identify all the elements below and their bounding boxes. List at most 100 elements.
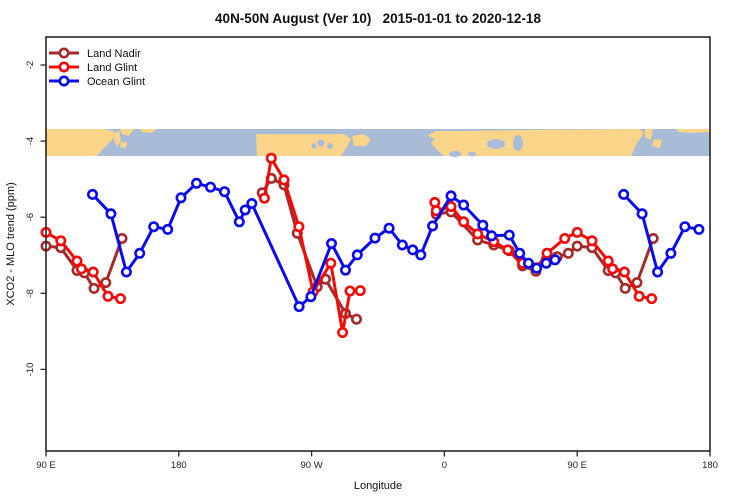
data-point [339, 264, 351, 276]
data-point [75, 263, 87, 275]
series-ocean-glint [87, 177, 705, 313]
data-point [278, 174, 290, 186]
x-tick-label: 0 [442, 460, 447, 471]
data-point [344, 285, 356, 297]
series-line [91, 181, 557, 309]
data-point [134, 247, 146, 259]
data-point [162, 223, 174, 235]
data-point [618, 266, 630, 278]
map-land-shapes [46, 129, 710, 156]
y-axis-label: XCO2 - MLO trend (ppm) [5, 182, 17, 305]
data-point [325, 257, 337, 269]
data-point [120, 266, 132, 278]
series-land-glint [40, 152, 658, 338]
data-point [293, 221, 305, 233]
data-point [445, 201, 457, 213]
data-point [477, 219, 489, 231]
data-point [652, 266, 664, 278]
data-point [88, 282, 100, 294]
data-point [427, 220, 439, 232]
x-tick-label: 90 E [567, 460, 587, 471]
data-point [562, 247, 574, 259]
data-point [407, 244, 419, 256]
data-point [87, 188, 99, 200]
data-point [337, 326, 349, 338]
legend: Land Nadir Land Glint Ocean Glint [49, 47, 145, 88]
data-point [415, 249, 427, 261]
series-line [622, 192, 701, 274]
data-point [458, 216, 470, 228]
legend-label: Land Nadir [87, 48, 141, 60]
data-point [646, 293, 658, 305]
data-point [246, 198, 258, 210]
data-point [458, 199, 470, 211]
legend-marker [58, 47, 70, 59]
y-tick-label: -2 [25, 61, 36, 69]
data-point [502, 244, 514, 256]
data-point [541, 247, 553, 259]
data-point [540, 257, 552, 269]
data-point [354, 285, 366, 297]
data-point [239, 204, 251, 216]
x-tick-label: 180 [171, 460, 187, 471]
data-point [559, 233, 571, 245]
data-point [175, 192, 187, 204]
data-point [618, 188, 630, 200]
y-tick-label: -6 [25, 213, 36, 221]
data-point [636, 208, 648, 220]
legend-marker [58, 75, 70, 87]
data-point [514, 247, 526, 259]
data-point [325, 238, 337, 250]
legend-label: Ocean Glint [87, 76, 145, 88]
legend-item-land-nadir: Land Nadir [49, 47, 141, 60]
data-point [55, 235, 67, 247]
data-point [100, 277, 112, 289]
data-point [87, 266, 99, 278]
x-axis-ticks: 90 E 180 90 W 0 90 E 180 [36, 451, 718, 471]
data-point [429, 196, 441, 208]
data-point [115, 293, 127, 305]
data-point [602, 255, 614, 267]
data-point [571, 226, 583, 238]
data-point [383, 222, 395, 234]
data-point [351, 249, 363, 261]
data-point [293, 301, 305, 313]
x-tick-label: 90 E [36, 460, 56, 471]
data-point [105, 208, 117, 220]
data-point [571, 240, 583, 252]
data-point [148, 221, 160, 233]
data-point [549, 254, 561, 266]
data-point [219, 186, 231, 198]
data-point [205, 181, 217, 193]
chart-title: 40N-50N August (Ver 10) 2015-01-01 to 20… [215, 11, 541, 26]
data-point [191, 177, 203, 189]
data-point [305, 291, 317, 303]
data-point [503, 229, 515, 241]
data-point [102, 290, 114, 302]
x-axis-label: Longitude [354, 480, 402, 492]
data-series-layer [40, 152, 705, 338]
data-point [445, 190, 457, 202]
data-point [258, 192, 270, 204]
data-point [369, 232, 381, 244]
legend-item-land-glint: Land Glint [49, 61, 137, 74]
y-tick-label: -4 [25, 137, 36, 145]
data-point [265, 152, 277, 164]
data-point [522, 257, 534, 269]
data-point [71, 255, 83, 267]
data-point [472, 228, 484, 240]
data-point [486, 230, 498, 242]
data-point [586, 235, 598, 247]
y-axis-ticks: -2 -4 -6 -8 -10 [25, 61, 46, 376]
data-point [607, 263, 619, 275]
data-point [233, 216, 245, 228]
y-tick-label: -10 [25, 363, 36, 377]
plot-frame [45, 36, 711, 452]
x-tick-label: 90 W [301, 460, 323, 471]
data-point [693, 223, 705, 235]
legend-item-ocean-glint: Ocean Glint [49, 75, 145, 88]
world-map-band [46, 129, 710, 157]
data-point [619, 282, 631, 294]
